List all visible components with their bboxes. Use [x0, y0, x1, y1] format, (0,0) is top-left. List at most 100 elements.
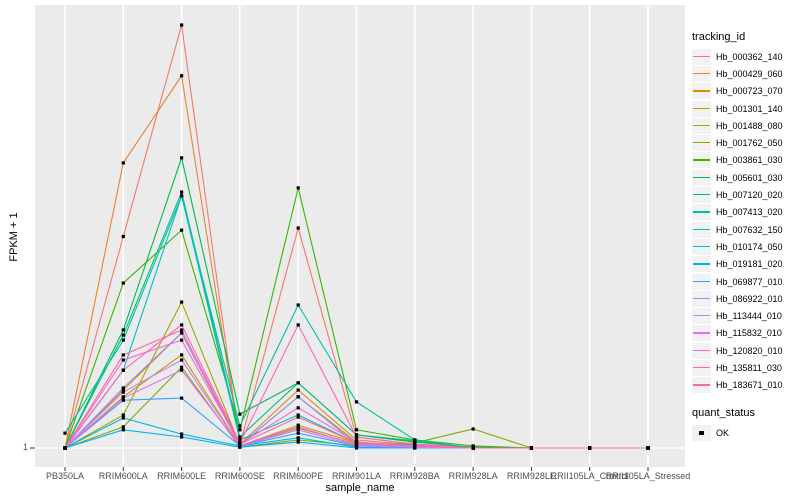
data-point [354, 433, 359, 437]
x-tick-label: RRIM928LA [448, 471, 498, 481]
data-point [296, 323, 300, 327]
x-axis-title: sample_name [325, 482, 395, 494]
data-point [296, 406, 300, 410]
legend-key-line [693, 366, 710, 369]
legend-item-Hb_120820_010: Hb_120820_010 [692, 342, 800, 359]
x-tick-label: RRIM928BA [389, 471, 440, 481]
data-point [180, 300, 184, 304]
legend-key-line [693, 263, 710, 265]
data-point [180, 323, 184, 327]
legend-color-key [692, 256, 711, 273]
data-point [588, 446, 592, 450]
x-tick-label: RRII105LA_Stressed [605, 471, 691, 481]
y-axis-title: FPKM + 1 [8, 212, 20, 262]
legend-color-key [692, 221, 711, 238]
legend-item-Hb_113444_010: Hb_113444_010 [692, 307, 800, 325]
data-point [180, 23, 184, 27]
x-tick-label: RRII105LA_Control [550, 471, 629, 481]
data-point [121, 161, 125, 165]
legend-item-Hb_000362_140: Hb_000362_140 [692, 48, 800, 65]
data-point [180, 328, 184, 332]
legend-key-line [693, 72, 710, 75]
legend-item-Hb_000429_060: Hb_000429_060 [692, 65, 800, 82]
data-point [121, 333, 125, 337]
data-point [63, 446, 67, 450]
data-point [296, 438, 300, 442]
data-point [121, 398, 125, 402]
legend-color-key [692, 204, 711, 221]
data-point [354, 441, 359, 445]
data-point [413, 444, 417, 448]
data-point [296, 388, 300, 392]
data-point [180, 358, 184, 362]
data-point [121, 388, 125, 392]
legend-item-Hb_086922_010: Hb_086922_010 [692, 290, 800, 307]
data-point [354, 435, 359, 439]
legend-item-Hb_007120_020: Hb_007120_020 [692, 186, 800, 204]
data-point [180, 74, 184, 78]
legend-item-Hb_183671_010: Hb_183671_010 [692, 377, 800, 394]
legend-key-line [693, 228, 710, 230]
legend-item-Hb_005601_030: Hb_005601_030 [692, 169, 800, 186]
legend-item-label: Hb_001762_050 [716, 138, 783, 149]
data-point [238, 428, 242, 432]
legend-key-line [693, 124, 710, 127]
legend-color-key [692, 377, 711, 394]
legend-color-key [692, 359, 711, 376]
data-point [180, 432, 184, 436]
legend: tracking_id Hb_000362_140 Hb_000429_060 Hb… [692, 31, 800, 441]
data-point [354, 428, 359, 432]
legend-color-key [692, 83, 711, 100]
data-point [296, 395, 300, 399]
legend-color-key [692, 117, 711, 134]
legend-item-Hb_010174_050: Hb_010174_050 [692, 238, 800, 255]
legend-item-Hb_000723_070: Hb_000723_070 [692, 83, 800, 100]
data-point [121, 358, 125, 362]
legend-items: Hb_000362_140 Hb_000429_060 Hb_000723_070 H… [692, 48, 800, 394]
x-tick-label: RRIM901LA [331, 471, 382, 481]
data-point [471, 427, 475, 431]
legend-title-tracking-id: tracking_id [692, 31, 746, 43]
legend-color-key [692, 273, 711, 290]
data-point [121, 281, 125, 285]
legend-color-key [692, 48, 711, 65]
data-point [354, 444, 359, 448]
data-point [238, 444, 242, 448]
x-tick-label: RRIM600LA [98, 471, 148, 481]
legend-key-line [693, 280, 710, 282]
legend-item-label: OK [716, 427, 730, 438]
legend-item-label: Hb_010174_050 [716, 241, 783, 252]
legend-item-label: Hb_183671_010 [716, 380, 783, 391]
data-point [121, 386, 125, 390]
legend-key-line [693, 384, 710, 386]
legend-key-line [693, 90, 710, 92]
data-point [296, 425, 300, 429]
data-point [180, 353, 184, 357]
data-point [354, 446, 359, 450]
legend-color-key [692, 325, 711, 342]
legend-item-label: Hb_007413_020 [716, 207, 783, 218]
legend-key-line [693, 55, 710, 57]
legend-item-label: Hb_003861_030 [716, 155, 783, 166]
legend-item-label: Hb_086922_010 [716, 293, 783, 304]
data-point [121, 416, 125, 420]
data-point [180, 365, 184, 369]
legend-item-label: Hb_000362_140 [716, 51, 783, 62]
legend-item-Hb_135811_030: Hb_135811_030 [692, 359, 800, 376]
legend-color-key [692, 290, 711, 307]
data-point [296, 413, 300, 417]
legend-item-Hb_069877_010: Hb_069877_010 [692, 273, 800, 290]
legend-key-line [693, 332, 710, 334]
legend-key-line [693, 176, 710, 179]
legend-key-line [693, 194, 710, 196]
legend-item-Hb_007413_020: Hb_007413_020 [692, 204, 800, 221]
legend-key-line [693, 315, 710, 317]
data-point [413, 438, 417, 442]
x-tick-label: PB350LA [45, 471, 85, 481]
legend-item-Hb_019181_020: Hb_019181_020 [692, 256, 800, 273]
data-point [296, 428, 300, 432]
legend-color-key [692, 152, 711, 169]
legend-color-key [692, 308, 711, 325]
legend-item-Hb_007632_150: Hb_007632_150 [692, 221, 800, 238]
legend-color-key [692, 187, 711, 204]
